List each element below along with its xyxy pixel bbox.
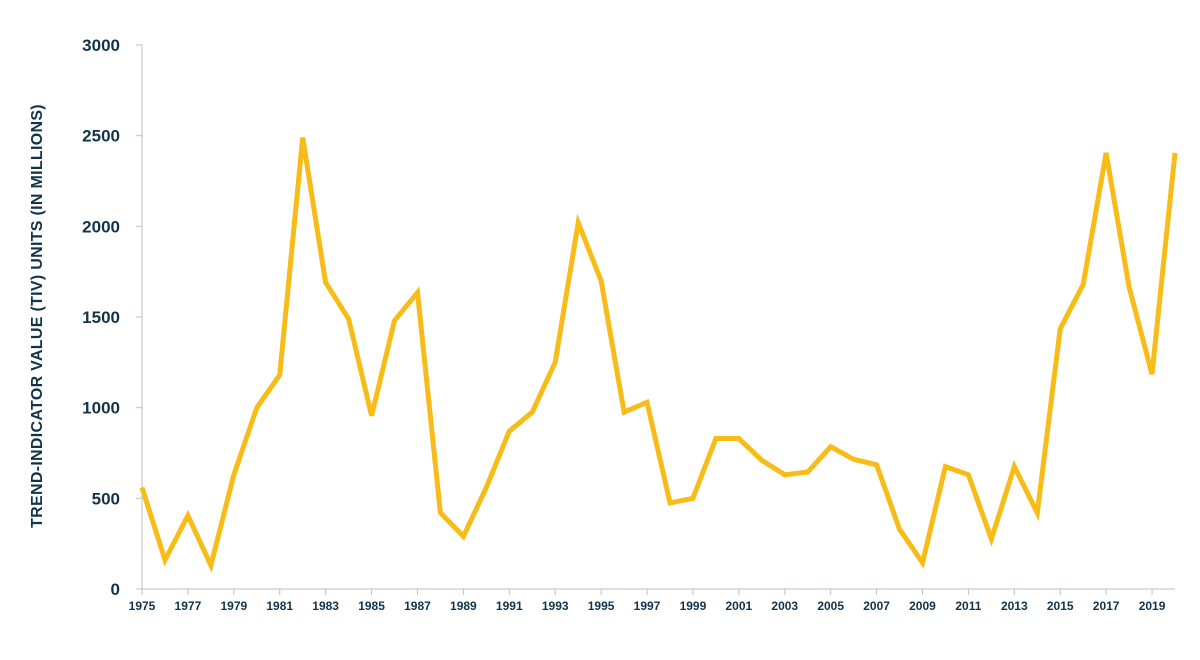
x-tick-label: 1997 [634, 599, 661, 613]
y-axis-label: TREND-INDICATOR VALUE (TIV) UNITS (IN MI… [29, 104, 46, 528]
x-tick-label: 1987 [404, 599, 431, 613]
x-tick-label: 1989 [450, 599, 477, 613]
series-group [139, 137, 1178, 573]
x-tick-label: 2019 [1139, 599, 1166, 613]
x-tick-label: 2003 [771, 599, 798, 613]
x-tick-label: 2009 [909, 599, 936, 613]
x-tick-label: 1995 [588, 599, 615, 613]
y-tick-label: 1000 [82, 399, 120, 418]
x-axis-ticks: 1975 1977 1979 1981 1983 1985 1987 1989 1991 1993… [129, 589, 1166, 613]
x-tick-label: 1999 [680, 599, 707, 613]
x-tick-label: 2015 [1047, 599, 1074, 613]
y-tick-label: 3000 [82, 36, 120, 55]
y-tick-label: 500 [92, 489, 120, 508]
x-tick-label: 1993 [542, 599, 569, 613]
x-tick-label: 2017 [1093, 599, 1120, 613]
y-tick-label: 0 [111, 580, 120, 599]
y-axis-ticks: 0 500 1000 1500 2000 2500 3000 [82, 36, 142, 599]
x-tick-label: 1983 [312, 599, 339, 613]
axes [141, 45, 1175, 590]
x-tick-label: 1977 [175, 599, 202, 613]
x-tick-label: 2001 [725, 599, 752, 613]
x-tick-label: 1981 [266, 599, 293, 613]
x-tick-label: 2005 [817, 599, 844, 613]
x-tick-label: 1991 [496, 599, 523, 613]
x-tick-label: 1985 [358, 599, 385, 613]
x-tick-label: 2007 [863, 599, 890, 613]
x-tick-label: 2013 [1001, 599, 1028, 613]
x-tick-label: 1975 [129, 599, 156, 613]
y-tick-label: 2500 [82, 127, 120, 146]
x-tick-label: 2011 [955, 599, 981, 613]
series-line [139, 137, 1178, 573]
y-tick-label: 1500 [82, 308, 120, 327]
x-tick-label: 1979 [220, 599, 247, 613]
y-tick-label: 2000 [82, 217, 120, 236]
